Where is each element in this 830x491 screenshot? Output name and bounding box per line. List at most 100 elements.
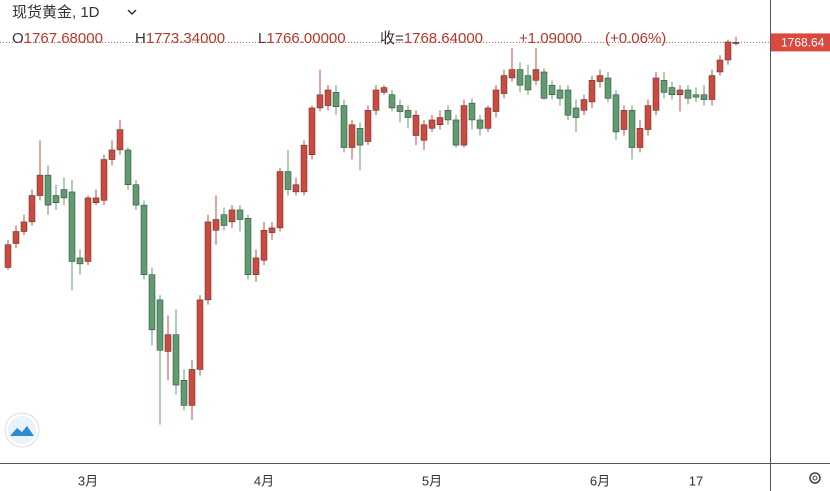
candle-body [500, 75, 508, 94]
candle-body [196, 299, 204, 370]
candle-body [708, 75, 716, 100]
logo [4, 412, 40, 448]
candle-body [308, 107, 316, 155]
candle-body [364, 110, 372, 142]
candle-body [340, 105, 348, 148]
candle-body [212, 219, 220, 231]
candle-body [564, 89, 572, 116]
candle-body [28, 195, 36, 223]
candle-body [228, 209, 236, 223]
candle-body [156, 299, 164, 351]
ohlc-value: 1766.00000 [266, 30, 345, 47]
ohlc-value: 1768.64000 [404, 30, 483, 47]
candle-body [652, 77, 660, 111]
ohlc-item: H1773.34000 [135, 30, 225, 47]
x-tick-label: 6月 [590, 473, 610, 488]
x-tick-label: 4月 [254, 473, 274, 488]
candle-body [444, 110, 452, 121]
candle-body [356, 128, 364, 146]
candle-body [4, 244, 12, 268]
candle-body [204, 221, 212, 301]
candle-body [612, 94, 620, 133]
candle-body [132, 184, 140, 206]
change-percent: (+0.06%) [605, 30, 666, 47]
candle-body [316, 94, 324, 109]
candle-body [244, 218, 252, 275]
candle-body [36, 174, 44, 196]
candle-body [380, 87, 388, 93]
ohlc-label: O [12, 30, 24, 47]
candle-body [404, 110, 412, 118]
candle-body [148, 274, 156, 331]
candle-body [164, 334, 172, 352]
candle-body [484, 107, 492, 129]
ohlc-label: H [135, 30, 146, 47]
candle-body [492, 89, 500, 112]
candle-body [236, 209, 244, 220]
candle-body [724, 41, 732, 61]
candle-body [372, 89, 380, 111]
candle-body [540, 71, 548, 99]
ohlc-value: 1767.68000 [24, 30, 103, 47]
candle-body [84, 197, 92, 262]
candle-body [692, 94, 700, 98]
candle-body [604, 77, 612, 99]
candle-body [524, 75, 532, 91]
candle-body [548, 84, 556, 96]
dropdown-chevron[interactable] [127, 9, 137, 16]
candle-body [332, 92, 340, 108]
candle-body [260, 230, 268, 261]
candle-body [180, 379, 188, 406]
candle-body [620, 110, 628, 130]
settings-gear[interactable] [809, 472, 821, 484]
candle-body [436, 117, 444, 125]
candle-body [68, 191, 76, 262]
candle-body [292, 184, 300, 193]
symbol-title: 现货黄金, 1D [12, 4, 100, 21]
candle-body [732, 42, 740, 44]
candle-body [140, 204, 148, 275]
ohlc-item: 收=1768.64000 [380, 30, 483, 47]
candle-body [452, 119, 460, 146]
ohlc-item: L1766.00000 [258, 30, 346, 47]
candle-body [12, 231, 20, 244]
ohlc-label: L [258, 30, 266, 47]
candle-body [268, 227, 276, 233]
x-tick-label: 5月 [422, 473, 442, 488]
candle-body [284, 171, 292, 190]
candle-body [116, 129, 124, 151]
candle-body [276, 171, 284, 229]
candle-body [300, 144, 308, 193]
candle-body [556, 89, 564, 99]
candle-body [108, 149, 116, 160]
candle-body [572, 107, 580, 118]
candle-body [716, 59, 724, 73]
candle-body [52, 195, 60, 203]
candle-body [532, 69, 540, 81]
x-tick-label: 17 [689, 473, 703, 488]
candle-body [660, 80, 668, 93]
change: +1.09000 [519, 30, 582, 47]
candle-body [92, 197, 100, 203]
candle-body [628, 110, 636, 148]
candle-body [388, 94, 396, 109]
candle-body [684, 89, 692, 99]
candle-body [644, 105, 652, 130]
candle-body [596, 75, 604, 82]
candle-body [348, 124, 356, 148]
candle-body [172, 334, 180, 386]
ohlc-value: 1773.34000 [146, 30, 225, 47]
candle-body [580, 99, 588, 111]
candle-body [44, 174, 52, 206]
candle-body [124, 149, 132, 185]
ohlc-item: O1767.68000 [12, 30, 103, 47]
candle-body [636, 128, 644, 148]
candle-body [188, 369, 196, 406]
ohlc-label: 收= [380, 30, 404, 47]
last-price-tag [771, 33, 830, 52]
candle-body [476, 119, 484, 129]
candle-body [468, 102, 476, 121]
last-price-label: 1768.64 [781, 36, 825, 50]
